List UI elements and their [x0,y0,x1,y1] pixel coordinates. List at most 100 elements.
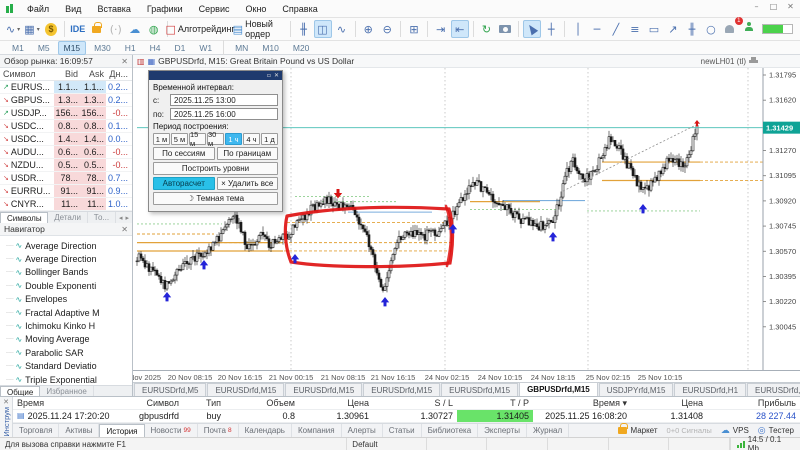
col-header-1[interactable]: Символ [146,398,179,408]
menu-Графики[interactable]: Графики [146,3,183,14]
navigator-item[interactable]: ┈┈ ∿ Fractal Adaptive M [6,306,132,319]
close-icon[interactable]: ✕ [121,56,128,66]
ide-button[interactable]: IDE [69,20,87,38]
close-icon[interactable]: ✕ [121,224,128,234]
navigator-item[interactable]: ┈┈ ∿ Average Direction [6,252,132,265]
menu-Вставка[interactable]: Вставка [97,3,131,14]
webterminal-icon[interactable]: ◍ [145,20,163,38]
auto-shift-icon[interactable]: ⇤ [450,20,469,38]
chart-tab-EURUSDrfd,M15[interactable]: EURUSDrfd,M15 [441,383,519,396]
col-header-8[interactable]: Цена [681,398,703,408]
scroll-right-icon[interactable]: ▸ [125,213,129,222]
market-watch-row[interactable]: ↗ USDJP... 156... 156... -0... [0,107,132,120]
dollar-icon[interactable]: $ [42,20,60,38]
bottom-tab-Эксперты[interactable]: Эксперты [478,424,527,437]
api-icon[interactable]: (·) [107,20,125,38]
chart-tab-EURUSDrfd,M5[interactable]: EURUSDrfd,M5 [134,383,207,396]
mw-col-0[interactable]: Символ [3,69,36,79]
navigator-item[interactable]: ┈┈ ∿ Triple Exponential [6,373,132,386]
navigator-item[interactable]: ┈┈ ∿ Parabolic SAR [6,346,132,359]
vline-icon[interactable]: │ [569,20,587,38]
right-item-VPS[interactable]: ☁ VPS [721,426,749,436]
period-5м[interactable]: 5 м [171,133,188,145]
period-1д[interactable]: 1 д [261,133,278,145]
timeframe-H4[interactable]: H4 [149,42,161,53]
delete-all-button[interactable]: × Удалить все [216,177,278,190]
to-input[interactable]: 2025.11.25 16:00 [170,108,278,120]
bottom-tab-Статьи[interactable]: Статьи [383,424,422,437]
bottom-tab-Алерты[interactable]: Алерты [342,424,383,437]
navigator-item[interactable]: ┈┈ ∿ Double Exponenti [6,279,132,292]
timeframe-M20[interactable]: M20 [292,42,310,53]
navigator-item[interactable]: ┈┈ ∿ Envelopes [6,293,132,306]
connection-progress[interactable] [759,20,796,38]
minimize-icon[interactable]: – [754,2,759,11]
cursor-icon[interactable] [523,20,542,38]
line-chart-icon[interactable]: ∿ [333,20,351,38]
bottom-tab-Активы[interactable]: Активы [59,424,100,437]
menu-Справка[interactable]: Справка [282,3,318,14]
chart-tab-EURUSDrfd,M15[interactable]: EURUSDrfd,M15 [363,383,441,396]
cloud-icon[interactable]: ☁ [126,20,144,38]
menu-Сервис[interactable]: Сервис [198,3,230,14]
market-watch-row[interactable]: ↘ USDC... 0.8... 0.8... 0.1... [0,120,132,133]
col-header-4[interactable]: Цена [347,398,369,408]
period-1ч[interactable]: 1 ч [225,133,242,145]
col-header-6[interactable]: T / P [510,398,529,408]
period-1м[interactable]: 1 м [153,133,170,145]
zoom-out-icon[interactable]: ⊖ [378,20,396,38]
market-watch-row[interactable]: ↗ EURUS... 1.1... 1.1... 0.2... [0,81,132,94]
col-header-0[interactable]: Время [17,398,45,408]
bottom-tab-История[interactable]: История [99,424,145,437]
grid-icon[interactable]: ⊞ [405,20,423,38]
trendline-icon[interactable]: ╱ [607,20,625,38]
col-header-5[interactable]: S / L [434,398,453,408]
screenshot-icon[interactable] [496,20,514,38]
timeframe-M15[interactable]: M15 [57,40,87,55]
chart-tab-GBPUSDrfd,M15[interactable]: GBPUSDrfd,M15 [519,382,598,396]
timeframe-M1[interactable]: M1 [12,42,24,53]
close-icon[interactable]: ✕ [787,2,794,11]
autocalc-button[interactable]: Авторасчет [153,177,215,190]
bottom-tab-Календарь[interactable]: Календарь [239,424,292,437]
timeframe-W1[interactable]: W1 [199,42,213,53]
navigator-item[interactable]: ┈┈ ∿ Bollinger Bands [6,266,132,279]
shift-end-icon[interactable]: ⇥ [432,20,450,38]
market-watch-row[interactable]: ↘ EURRU... 91... 91... 0.9... [0,185,132,198]
timeframe-D1[interactable]: D1 [174,42,186,53]
timeframe-M10[interactable]: M10 [262,42,279,53]
market-watch-row[interactable]: ↘ CNYR... 11... 11... 1.0... [0,198,132,211]
navigator-item[interactable]: ┈┈ ∿ Ichimoku Kinko H [6,319,132,332]
timeframe-M5[interactable]: M5 [37,42,50,53]
market-watch-row[interactable]: ↘ USDR... 78... 78... 0.7... [0,172,132,185]
menu-Окно[interactable]: Окно [245,3,267,14]
right-item-0+0 Сигналы[interactable]: 0+0 Сигналы [667,426,712,435]
right-item-Маркет[interactable]: Маркет [618,423,658,435]
navigator-item[interactable]: ┈┈ ∿ Standard Deviatio [6,360,132,373]
scroll-left-icon[interactable]: ◂ [118,213,123,222]
col-header-3[interactable]: Объем [266,398,295,408]
timeframe-H1[interactable]: H1 [124,42,136,53]
sessions-button[interactable]: По сессиям [153,147,215,160]
chart-tab-USDJPYrfd,M15[interactable]: USDJPYrfd,M15 [598,383,674,396]
menu-Файл[interactable]: Файл [27,3,50,14]
chart-style-icon[interactable]: ∿ ▾ [4,20,22,38]
market-watch-row[interactable]: ↘ USDC... 1.4... 1.4... 0.0... [0,133,132,146]
bounds-button[interactable]: По границам [216,147,278,160]
nav-tab-Избранное[interactable]: Избранное [40,386,94,397]
position-row[interactable]: ▤ 2025.11.24 17:20:20 gbpusdrfd buy 0.8 1.309… [13,410,800,423]
chart-tab-EURUSDrfd,H1[interactable]: EURUSDrfd,H1 [674,383,747,396]
bottom-tab-Новости[interactable]: Новости 99 [145,424,198,437]
col-header-9[interactable]: Прибыль [757,398,796,408]
mw-col-2[interactable]: Ask [88,69,104,79]
new-order-button[interactable]: ▤ Новый ордер [230,19,286,39]
timeframe-MN[interactable]: MN [235,42,249,53]
community-icon[interactable] [740,20,758,38]
autoscroll-icon[interactable]: ↻ [477,20,495,38]
notifications-icon[interactable]: 1 [721,17,743,38]
toolbox-vertical-label[interactable]: Инструм [1,407,11,437]
bottom-tab-Компания[interactable]: Компания [292,424,342,437]
arrow-tool-icon[interactable]: ↗ [664,20,682,38]
indicator-window-icon[interactable]: ▦ ▾ [23,20,41,38]
bottom-tab-Библиотека[interactable]: Библиотека [422,424,479,437]
